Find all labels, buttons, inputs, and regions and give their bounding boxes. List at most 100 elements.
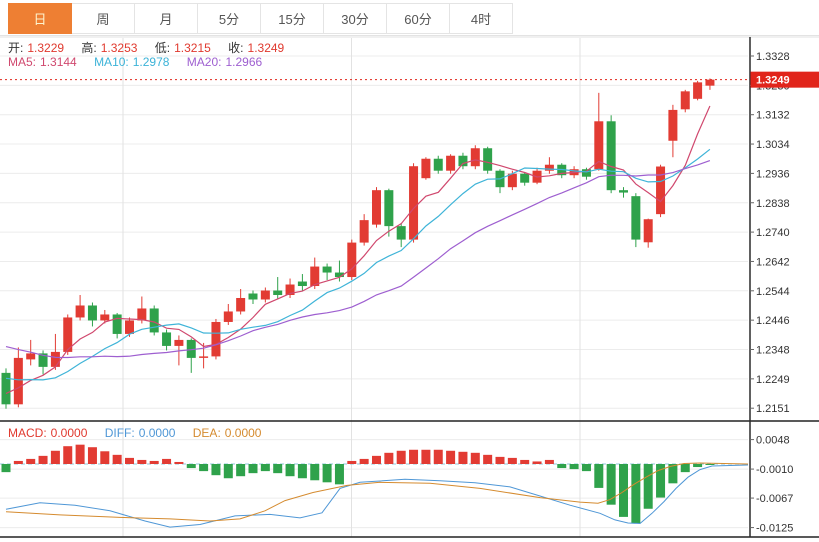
candle — [680, 91, 690, 110]
current-price-tag-value: 1.3249 — [756, 75, 790, 87]
candle — [75, 305, 85, 318]
macd-bar — [248, 464, 258, 474]
macd-bar — [409, 449, 419, 464]
candle — [606, 121, 616, 191]
candle — [656, 166, 666, 215]
candle — [372, 190, 381, 225]
candle — [693, 82, 703, 99]
macd-bar — [594, 464, 604, 488]
macd-bar — [186, 464, 196, 469]
candle — [199, 356, 209, 358]
macd-bar — [75, 444, 85, 464]
candle — [594, 121, 604, 170]
candle — [705, 79, 715, 86]
price-axis-label: 1.2446 — [756, 315, 790, 327]
candle — [470, 148, 480, 167]
candle — [334, 272, 344, 278]
tab-month[interactable]: 月 — [135, 3, 198, 34]
price-axis-label: 1.2151 — [756, 403, 790, 415]
tab-min15[interactable]: 15分 — [261, 3, 324, 34]
tab-day[interactable]: 日 — [8, 3, 72, 34]
macd-bar — [581, 464, 591, 472]
candle — [322, 266, 332, 273]
ma5-line — [5, 105, 711, 395]
macd-bar — [680, 464, 690, 473]
price-axis-label: 1.2249 — [756, 374, 790, 386]
candle — [149, 308, 159, 333]
candle — [112, 314, 122, 334]
macd-bar — [50, 450, 60, 464]
macd-bar — [668, 464, 678, 484]
diff-line — [5, 464, 749, 528]
tab-hour4[interactable]: 4时 — [450, 3, 513, 34]
macd-bar — [693, 464, 703, 468]
candle — [285, 284, 295, 296]
macd-bar — [334, 464, 344, 485]
candle — [507, 173, 517, 188]
candle — [63, 317, 73, 352]
candle — [433, 158, 443, 171]
macd-bar — [137, 459, 147, 464]
macd-bar — [396, 450, 406, 464]
macd-bar — [446, 450, 456, 464]
candle — [421, 158, 431, 179]
price-axis-label: 1.2348 — [756, 345, 790, 357]
candle — [248, 293, 258, 300]
price-axis-label: 1.3034 — [756, 139, 790, 151]
candle — [544, 164, 554, 171]
ma10-line — [5, 148, 711, 381]
candle — [409, 166, 419, 240]
candle — [483, 148, 493, 171]
macd-bar — [149, 460, 159, 464]
macd-bar — [372, 455, 381, 464]
macd-bar — [162, 458, 172, 464]
price-axis-label: 1.3328 — [756, 51, 790, 63]
dea-line — [5, 462, 749, 522]
macd-bar — [557, 464, 567, 469]
macd-bar — [285, 464, 295, 477]
macd-bar — [347, 460, 357, 464]
macd-bar — [112, 454, 122, 464]
tab-week[interactable]: 周 — [72, 3, 135, 34]
macd-bar — [125, 457, 134, 464]
candle — [396, 226, 406, 240]
macd-axis-label: -0.0125 — [756, 523, 793, 535]
macd-bar — [569, 464, 579, 470]
macd-bar — [1, 464, 11, 473]
tab-min60[interactable]: 60分 — [387, 3, 450, 34]
candle — [87, 305, 97, 321]
macd-bar — [483, 454, 493, 464]
macd-axis-label: 0.0048 — [756, 435, 790, 447]
macd-bar — [100, 451, 110, 464]
candle — [384, 190, 394, 227]
macd-bar — [273, 464, 283, 474]
macd-bar — [236, 464, 246, 477]
candle — [643, 219, 653, 243]
candle — [137, 308, 147, 321]
candle — [273, 290, 283, 296]
macd-bar — [656, 464, 666, 498]
tab-min30[interactable]: 30分 — [324, 3, 387, 34]
macd-bar — [520, 459, 530, 464]
candle — [347, 242, 357, 278]
macd-bar — [359, 458, 369, 464]
candle — [359, 220, 369, 243]
macd-bar — [507, 457, 517, 464]
macd-bar — [199, 464, 209, 472]
candle — [26, 353, 36, 360]
candle — [520, 173, 530, 183]
macd-bar — [223, 464, 233, 479]
macd-bar — [13, 460, 23, 464]
price-axis-label: 1.2544 — [756, 286, 790, 298]
candle — [236, 297, 246, 312]
macd-bar — [87, 447, 97, 464]
gridlines — [0, 38, 748, 537]
macd-histogram — [1, 444, 715, 523]
candle — [458, 155, 468, 167]
candle — [446, 155, 456, 171]
macd-bar — [310, 464, 320, 481]
macd-bar — [384, 452, 394, 464]
tab-min5[interactable]: 5分 — [198, 3, 261, 34]
macd-bar — [421, 449, 431, 464]
macd-bar — [260, 464, 270, 472]
